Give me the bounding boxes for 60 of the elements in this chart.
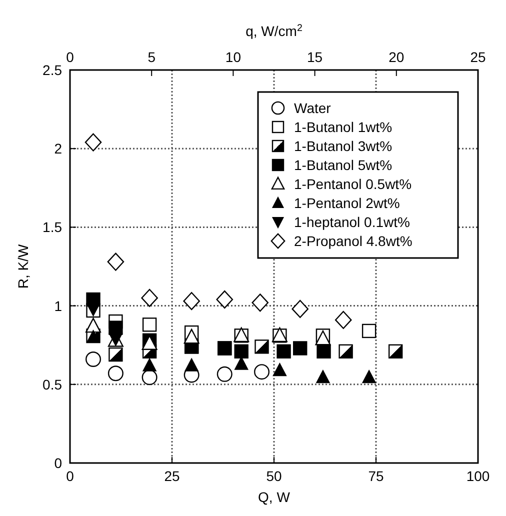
point — [216, 290, 234, 309]
point — [86, 352, 102, 367]
y-tick-label: 1.5 — [42, 219, 62, 236]
x2-tick-label: 10 — [225, 49, 242, 65]
point — [362, 370, 376, 384]
point — [254, 364, 270, 380]
x-tick-label: 100 — [466, 468, 490, 484]
point — [108, 347, 123, 362]
legend-label: 1-heptanol 0.1wt% — [294, 214, 410, 230]
legend-label: 2-Propanol 4.8wt% — [294, 233, 412, 249]
point — [362, 324, 376, 338]
y-tick-label: 2.5 — [42, 62, 62, 78]
x2-tick-label: 15 — [307, 49, 323, 65]
x2-tick-label: 5 — [148, 49, 156, 65]
y-tick-label: 0 — [54, 455, 62, 471]
point — [142, 318, 157, 332]
x2-tick-label: 20 — [388, 49, 404, 65]
point — [141, 288, 158, 307]
point — [254, 340, 269, 354]
point — [316, 344, 331, 358]
point — [234, 356, 249, 370]
point — [276, 344, 291, 358]
point — [142, 335, 158, 350]
point — [234, 344, 248, 358]
point — [108, 366, 124, 382]
point — [338, 344, 353, 358]
legend-label: 1-Butanol 1wt% — [294, 119, 392, 135]
point — [84, 133, 102, 152]
y-tick-label: 1 — [54, 298, 62, 314]
legend-label: 1-Pentanol 2wt% — [294, 195, 400, 211]
x2-tick-label: 0 — [66, 49, 74, 65]
x-tick-label: 0 — [66, 468, 74, 484]
x-tick-label: 50 — [266, 468, 282, 484]
point — [183, 292, 200, 310]
point — [293, 341, 308, 356]
point — [107, 252, 124, 271]
point — [142, 370, 158, 386]
x2-tick-label: 25 — [470, 49, 486, 65]
point — [272, 362, 287, 376]
point — [252, 294, 269, 312]
legend-label: 1-Pentanol 0.5wt% — [294, 176, 412, 192]
point — [184, 358, 199, 372]
point — [184, 328, 200, 344]
legend-label: 1-Butanol 3wt% — [294, 138, 392, 154]
point — [216, 366, 232, 382]
x2-axis-title: q, W/cm$^{2}$ — [246, 22, 302, 39]
point — [316, 370, 330, 384]
x-tick-label: 25 — [164, 468, 180, 484]
point — [334, 310, 352, 329]
x-tick-label: 75 — [368, 468, 384, 484]
point — [292, 300, 309, 318]
y-axis-title: R, K/W — [15, 244, 31, 289]
point — [86, 318, 102, 333]
y-tick-label: 0.5 — [42, 376, 62, 392]
legend-label: 1-Butanol 5wt% — [294, 157, 392, 173]
x-axis-title: Q, W — [258, 489, 291, 505]
point — [388, 344, 403, 358]
legend-label: Water — [294, 100, 332, 116]
y-tick-label: 2 — [54, 140, 62, 157]
point — [142, 358, 157, 372]
